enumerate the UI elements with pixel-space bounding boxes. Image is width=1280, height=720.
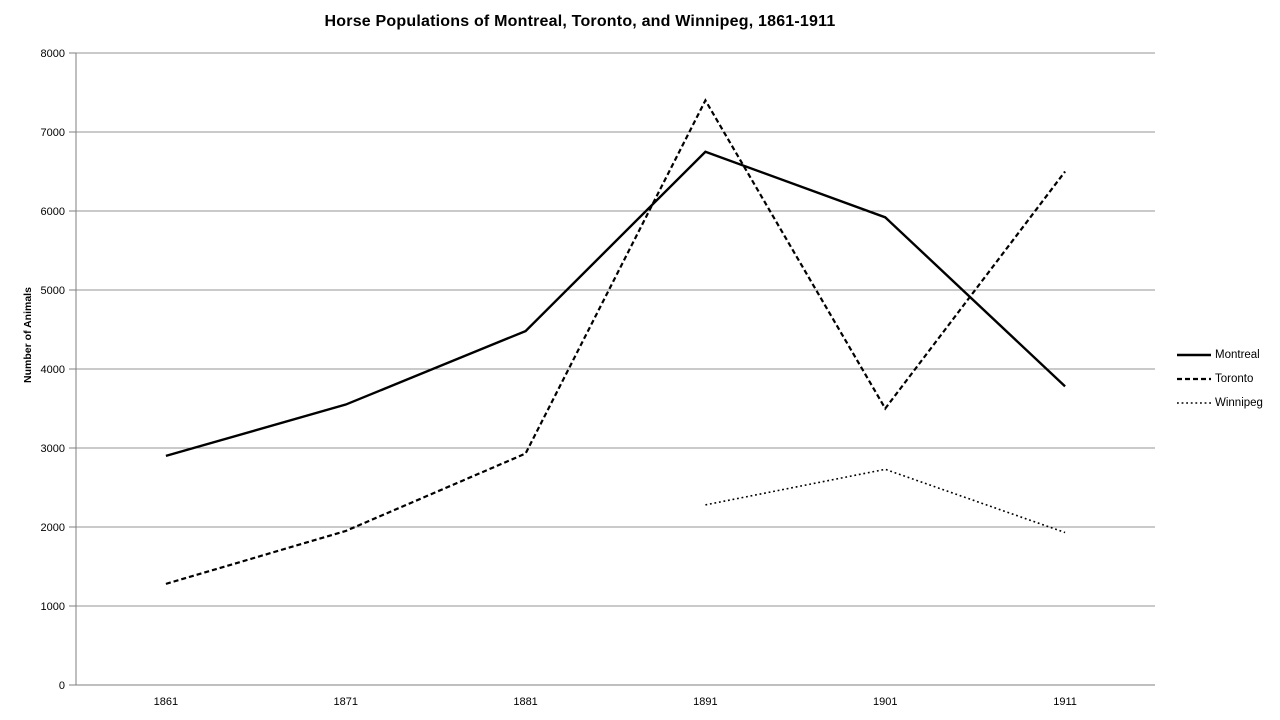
- legend-label-winnipeg: Winnipeg: [1215, 397, 1263, 409]
- legend-line-sample-toronto: [1177, 377, 1211, 381]
- y-tick-label: 0: [59, 680, 65, 692]
- y-tick-label: 4000: [41, 364, 65, 376]
- series-line-toronto: [165, 98, 1066, 585]
- x-tick-label: 1901: [873, 696, 897, 708]
- x-tick-label: 1871: [334, 696, 358, 708]
- y-tick-label: 7000: [41, 127, 65, 139]
- chart-title: Horse Populations of Montreal, Toronto, …: [324, 13, 836, 30]
- y-tick-label: 5000: [41, 285, 65, 297]
- legend-line-sample-winnipeg: [1177, 402, 1211, 404]
- y-tick-label: 3000: [41, 443, 65, 455]
- y-tick-label: 8000: [41, 48, 65, 60]
- legend: Montreal Toronto Winnipeg: [1176, 343, 1263, 415]
- legend-label-toronto: Toronto: [1215, 373, 1254, 385]
- legend-label-montreal: Montreal: [1215, 349, 1260, 361]
- legend-item-toronto: Toronto: [1176, 367, 1263, 391]
- legend-line-sample-montreal: [1177, 353, 1211, 357]
- y-tick-label: 6000: [41, 206, 65, 218]
- y-tick-label: 1000: [41, 601, 65, 613]
- legend-item-winnipeg: Winnipeg: [1176, 391, 1263, 415]
- x-tick-label: 1891: [693, 696, 717, 708]
- x-tick-label: 1861: [154, 696, 178, 708]
- legend-item-montreal: Montreal: [1176, 343, 1263, 367]
- y-tick-label: 2000: [41, 522, 65, 534]
- x-tick-label: 1911: [1053, 696, 1077, 708]
- series-line-montreal: [165, 150, 1066, 458]
- x-tick-label: 1881: [513, 696, 537, 708]
- series-line-winnipeg: [705, 468, 1066, 534]
